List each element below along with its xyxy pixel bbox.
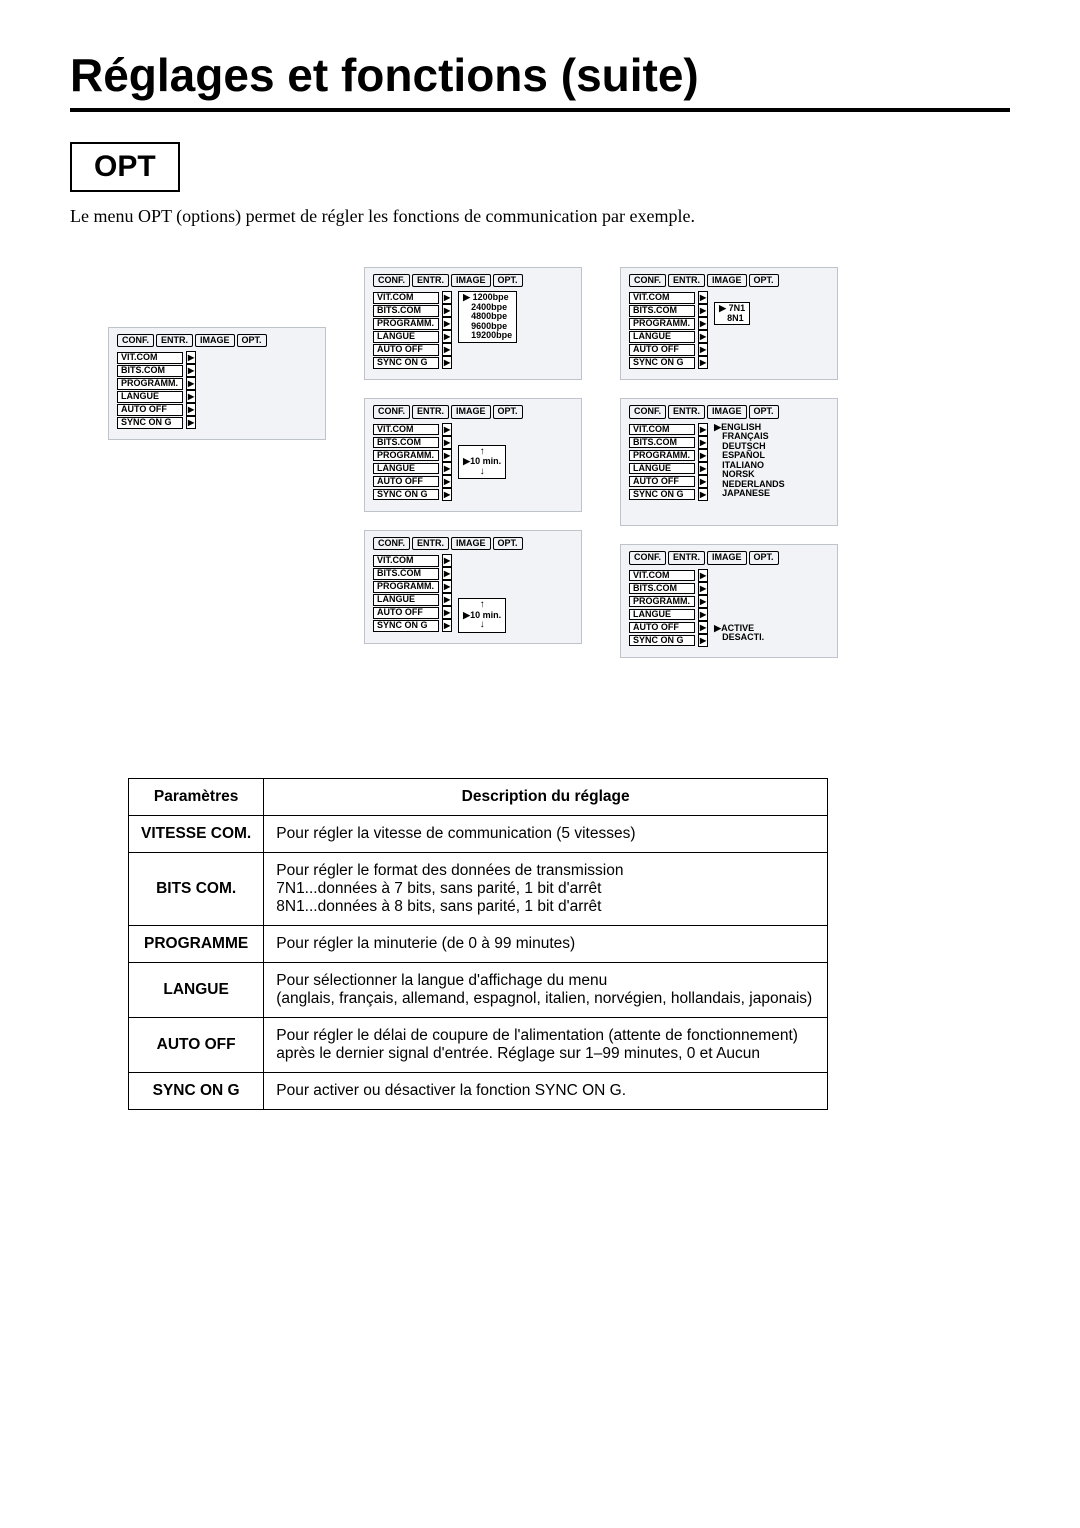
tab-entr[interactable]: ENTR. <box>156 334 193 347</box>
menu-panels-area: CONF. ENTR. IMAGE OPT. VIT.COM▶ BITS.COM… <box>108 267 1010 658</box>
table-row: BITS COM. Pour régler le format des donn… <box>129 852 828 925</box>
autooff-stepper[interactable]: ↑ ▶10 min. ↓ <box>458 598 506 632</box>
desc-cell: Pour régler la vitesse de communication … <box>264 815 828 852</box>
col-header-desc: Description du réglage <box>264 778 828 815</box>
menu-panel-sync: CONF.ENTR.IMAGEOPT. VIT.COM▶ BITS.COM▶ P… <box>620 544 838 657</box>
table-row: LANGUE Pour sélectionner la langue d'aff… <box>129 962 828 1017</box>
menu-panel-programm: CONF.ENTR.IMAGEOPT. VIT.COM▶ BITS.COM▶ P… <box>364 398 582 511</box>
menu-item-autooff[interactable]: AUTO OFF▶ <box>117 403 196 416</box>
menu-item-bitscom[interactable]: BITS.COM▶ <box>117 364 196 377</box>
vitcom-options[interactable]: ▶ 1200bpe 2400bpe 4800bpe 9600bpe 19200b… <box>458 291 517 342</box>
tab-image[interactable]: IMAGE <box>195 334 235 347</box>
down-arrow-icon[interactable]: ↓ <box>463 620 501 631</box>
param-cell: AUTO OFF <box>129 1017 264 1072</box>
chevron-right-icon[interactable]: ▶ <box>186 351 196 364</box>
table-row: VITESSE COM. Pour régler la vitesse de c… <box>129 815 828 852</box>
intro-text: Le menu OPT (options) permet de régler l… <box>70 206 1010 227</box>
opt-heading-box: OPT <box>70 142 180 192</box>
menu-item-langue[interactable]: LANGUE▶ <box>117 390 196 403</box>
tab-opt[interactable]: OPT. <box>237 334 267 347</box>
menu-list: VIT.COM▶ BITS.COM▶ PROGRAMM.▶ LANGUE▶ AU… <box>117 351 196 429</box>
tab-conf[interactable]: CONF. <box>373 274 410 287</box>
programm-stepper[interactable]: ↑ ▶10 min. ↓ <box>458 445 506 479</box>
desc-cell: Pour régler la minuterie (de 0 à 99 minu… <box>264 925 828 962</box>
page-title: Réglages et fonctions (suite) <box>70 48 1010 112</box>
tab-opt[interactable]: OPT. <box>493 274 523 287</box>
desc-cell: Pour sélectionner la langue d'affichage … <box>264 962 828 1017</box>
param-cell: VITESSE COM. <box>129 815 264 852</box>
menu-panel-vitcom: CONF. ENTR. IMAGE OPT. VIT.COM▶ BITS.COM… <box>364 267 582 380</box>
tab-entr[interactable]: ENTR. <box>412 274 449 287</box>
parameters-table: Paramètres Description du réglage VITESS… <box>128 778 828 1110</box>
chevron-right-icon[interactable]: ▶ <box>186 390 196 403</box>
down-arrow-icon[interactable]: ↓ <box>463 467 501 478</box>
col-header-param: Paramètres <box>129 778 264 815</box>
menu-item-programm[interactable]: PROGRAMM.▶ <box>117 377 196 390</box>
table-row: SYNC ON G Pour activer ou désactiver la … <box>129 1072 828 1109</box>
menu-panel-base: CONF. ENTR. IMAGE OPT. VIT.COM▶ BITS.COM… <box>108 327 326 440</box>
langue-options[interactable]: ▶ENGLISH FRANÇAIS DEUTSCH ESPAÑOL ITALIA… <box>714 423 785 499</box>
desc-cell: Pour activer ou désactiver la fonction S… <box>264 1072 828 1109</box>
chevron-right-icon[interactable]: ▶ <box>186 416 196 429</box>
chevron-right-icon[interactable]: ▶ <box>186 403 196 416</box>
param-cell: SYNC ON G <box>129 1072 264 1109</box>
desc-cell: Pour régler le format des données de tra… <box>264 852 828 925</box>
desc-cell: Pour régler le délai de coupure de l'ali… <box>264 1017 828 1072</box>
menu-item-syncong[interactable]: SYNC ON G▶ <box>117 416 196 429</box>
chevron-right-icon[interactable]: ▶ <box>186 364 196 377</box>
param-cell: LANGUE <box>129 962 264 1017</box>
tab-conf[interactable]: CONF. <box>117 334 154 347</box>
tab-image[interactable]: IMAGE <box>451 274 491 287</box>
param-cell: BITS COM. <box>129 852 264 925</box>
menu-panel-bits: CONF.ENTR.IMAGEOPT. VIT.COM▶ BITS.COM▶ P… <box>620 267 838 380</box>
bits-options[interactable]: ▶ 7N1 8N1 <box>714 302 750 325</box>
menu-panel-langue: CONF.ENTR.IMAGEOPT. VIT.COM▶ BITS.COM▶ P… <box>620 398 838 526</box>
menu-item-vitcom[interactable]: VIT.COM▶ <box>117 351 196 364</box>
sync-options[interactable]: ▶ACTIVE DESACTI. <box>714 624 764 643</box>
table-row: AUTO OFF Pour régler le délai de coupure… <box>129 1017 828 1072</box>
menu-panel-autooff: CONF.ENTR.IMAGEOPT. VIT.COM▶ BITS.COM▶ P… <box>364 530 582 644</box>
param-cell: PROGRAMME <box>129 925 264 962</box>
chevron-right-icon[interactable]: ▶ <box>186 377 196 390</box>
table-row: PROGRAMME Pour régler la minuterie (de 0… <box>129 925 828 962</box>
